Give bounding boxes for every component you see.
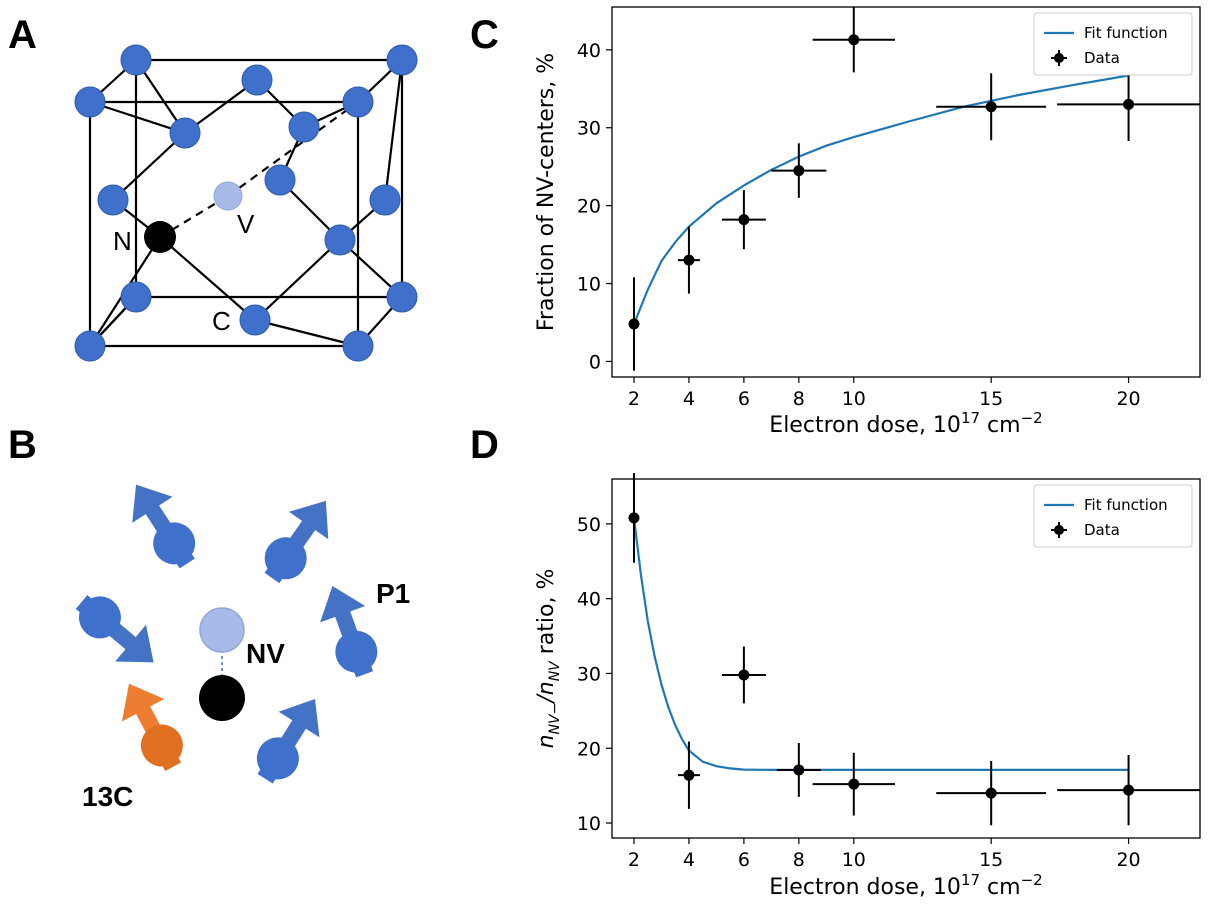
data-point [628, 318, 640, 330]
x-tick-label: 8 [793, 849, 805, 871]
y-axis-label: Fraction of NV-centers, % [534, 53, 559, 331]
legend-box [1033, 484, 1193, 548]
nv-label: NV [246, 638, 285, 669]
legend-data-label: Data [1084, 49, 1120, 67]
data-point [848, 34, 860, 46]
y-tick-label: 30 [577, 663, 601, 685]
fit-function-line [632, 74, 1129, 325]
panel-letter-c: C [470, 13, 499, 57]
data-point [793, 764, 805, 776]
data-point [985, 787, 997, 799]
p1-spin-arrow [66, 583, 169, 681]
panel-a: A [8, 13, 418, 362]
legend-data-label: Data [1084, 521, 1120, 539]
carbon-atoms [74, 44, 418, 362]
data-point [738, 214, 750, 226]
carbon-atom [264, 164, 296, 196]
lattice-cube-edges [88, 58, 404, 348]
carbon-atom [74, 330, 106, 362]
x-tick-label: 10 [842, 849, 866, 871]
carbon-atom [239, 304, 271, 336]
x-tick-label: 15 [979, 388, 1003, 410]
carbon-atom [97, 184, 129, 216]
y-axis-label: nNV−/nNV ratio, % [534, 569, 563, 749]
carbon-atom [342, 86, 374, 118]
legend-data-swatch [1054, 525, 1064, 535]
legend-fit-label: Fit function [1084, 496, 1168, 514]
legend-fit-label: Fit function [1084, 24, 1168, 42]
carbon-atom [386, 44, 418, 76]
data-point [683, 254, 695, 266]
y-tick-label: 10 [577, 813, 601, 835]
panel-letter-d: D [470, 423, 499, 467]
panel-b: B NV P1 13C [8, 423, 410, 812]
carbon-atom [241, 64, 273, 96]
vacancy-site [213, 181, 243, 211]
carbon-atom [288, 111, 320, 143]
vacancy-label: V [237, 209, 255, 239]
c13-label: 13C [82, 781, 133, 812]
x-tick-label: 4 [683, 388, 695, 410]
panel-letter-b: B [8, 423, 37, 467]
plot-frame [611, 478, 1201, 839]
chart-c: 2 4 6 8 10 15 20 0 10 20 30 40 Electron dose, 1017 c… [534, 6, 1201, 438]
carbon-atom [120, 44, 152, 76]
x-tick-label: 20 [1116, 388, 1140, 410]
data-point [738, 669, 750, 681]
data-point [1123, 98, 1135, 110]
p1-label: P1 [376, 578, 410, 609]
y-tick-label: 20 [577, 738, 601, 760]
nitrogen-label: N [113, 226, 132, 256]
legend-box [1033, 12, 1193, 76]
p1-spin-arrow [115, 471, 208, 577]
x-tick-label: 8 [793, 388, 805, 410]
x-axis-label: Electron dose, 1017 cm−2 [769, 871, 1042, 900]
fit-function-line [632, 517, 1129, 772]
carbon-label: C [212, 306, 231, 336]
x-tick-label: 6 [738, 388, 750, 410]
data-point [848, 778, 860, 790]
x-tick-label: 4 [683, 849, 695, 871]
nv-nitrogen [199, 675, 245, 721]
x-tick-label: 6 [738, 849, 750, 871]
panel-c: C 2 4 6 8 10 15 20 0 10 20 30 40 Electron dose, 1017… [470, 6, 1201, 438]
y-tick-label: 50 [577, 514, 601, 536]
carbon-atom [169, 117, 201, 149]
p1-spin-arrow [252, 487, 346, 592]
carbon-atom [369, 184, 401, 216]
x-axis-label: Electron dose, 1017 cm−2 [769, 409, 1042, 438]
y-tick-label: 30 [577, 118, 601, 140]
y-tick-label: 20 [577, 196, 601, 218]
x-tick-label: 20 [1116, 849, 1140, 871]
panel-letter-a: A [8, 13, 37, 57]
carbon-atom [342, 330, 374, 362]
p1-spin-arrow [244, 686, 336, 792]
x-tick-label: 2 [628, 388, 640, 410]
vacancy-bonds [159, 101, 359, 238]
carbon-atom [386, 281, 418, 313]
x-tick-label: 15 [979, 849, 1003, 871]
nv-vacancy [199, 607, 245, 653]
data-point [628, 512, 640, 524]
y-tick-label: 10 [577, 274, 601, 296]
y-tick-label: 0 [589, 351, 601, 373]
data-point [683, 769, 695, 781]
plot-frame [611, 6, 1201, 378]
x-tick-label: 2 [628, 849, 640, 871]
data-point [793, 165, 805, 177]
y-tick-label: 40 [577, 40, 601, 62]
carbon-atom [324, 224, 356, 256]
carbon-atom [120, 281, 152, 313]
panel-d: D 2 4 6 8 10 15 20 10 20 30 40 50 Electron dose, 101… [470, 423, 1201, 900]
carbon-atom [74, 86, 106, 118]
y-tick-label: 40 [577, 589, 601, 611]
c13-spin-arrow [107, 672, 195, 778]
data-point [1123, 784, 1135, 796]
legend-data-swatch [1054, 53, 1064, 63]
x-tick-label: 10 [842, 388, 866, 410]
nitrogen-atom [144, 221, 176, 253]
data-point [985, 101, 997, 113]
chart-d: 2 4 6 8 10 15 20 10 20 30 40 50 Electron dose, 1017 … [534, 473, 1201, 900]
